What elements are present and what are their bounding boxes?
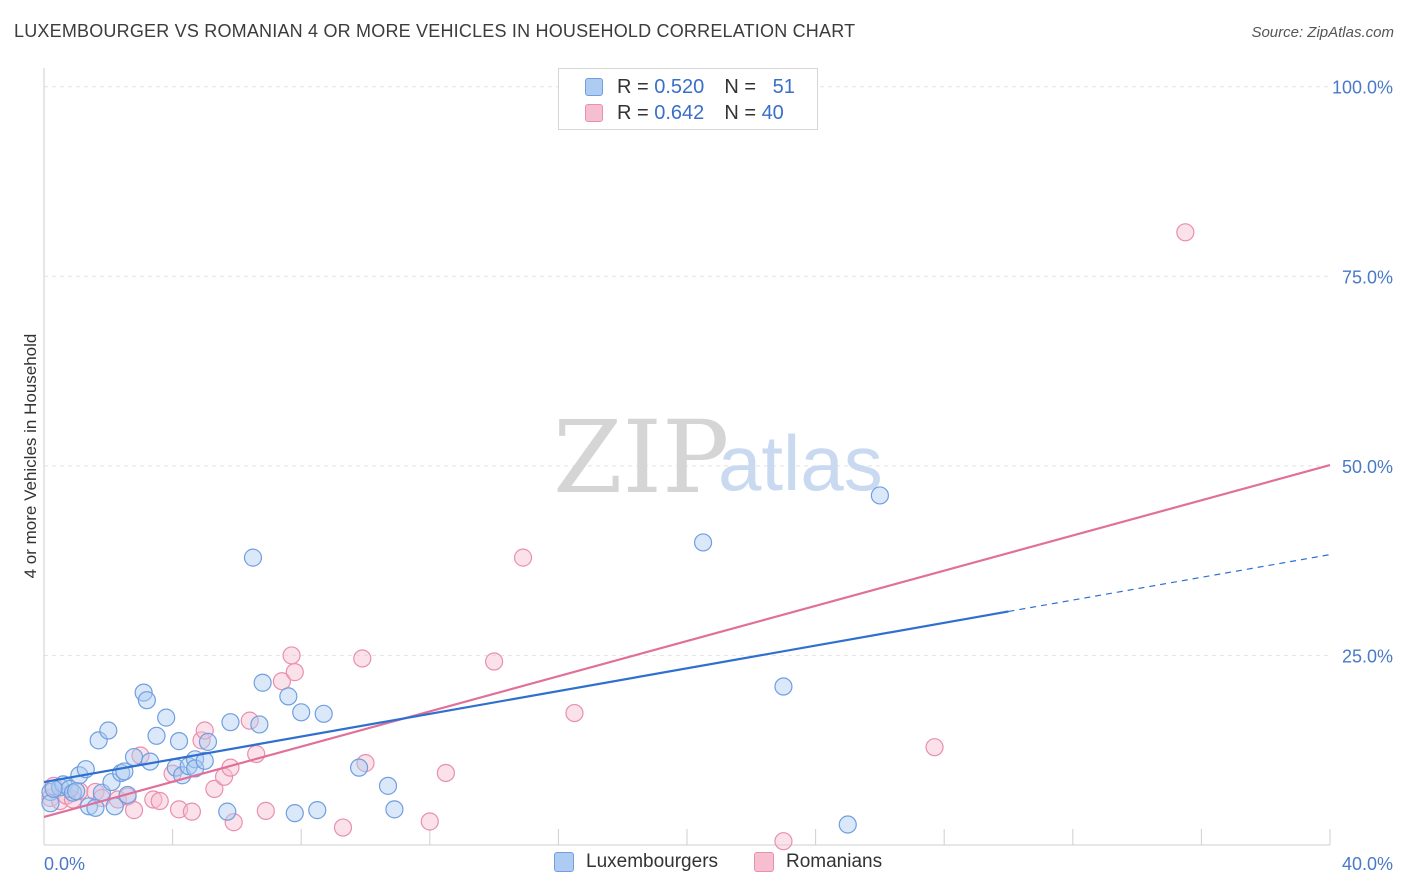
legend-n-value: 40 xyxy=(761,101,784,124)
luxembourgers-trend-extension xyxy=(1008,553,1331,613)
luxembourgers-point xyxy=(250,715,269,734)
romanians-point xyxy=(240,711,259,730)
legend-n-label: N = xyxy=(724,101,756,124)
legend-row-luxembourgers: R = 0.520 N = 51 xyxy=(585,74,795,100)
legend-n-value: 51 xyxy=(772,75,795,98)
trend-lines xyxy=(43,464,1331,819)
romanians-point xyxy=(513,548,533,567)
source-label: Source: ZipAtlas.com xyxy=(1251,24,1394,41)
bottom-legend-swatch-romanians xyxy=(754,852,774,872)
x-tick-label: 0.0% xyxy=(44,854,85,874)
watermark-zip: ZIP xyxy=(553,399,729,516)
legend-swatch-romanians xyxy=(585,104,603,122)
luxembourgers-point xyxy=(89,731,108,750)
legend-r-value: 0.520 xyxy=(654,75,705,98)
y-tick-label: 75.0% xyxy=(1342,267,1393,287)
romanians-point xyxy=(925,738,944,757)
luxembourgers-point xyxy=(349,758,369,777)
romanians-point xyxy=(272,672,292,691)
romanians-point xyxy=(485,652,504,671)
romanians-point xyxy=(150,791,169,811)
luxembourgers-point xyxy=(378,776,398,795)
luxembourgers-point xyxy=(41,794,60,813)
y-tick-label: 100.0% xyxy=(1332,78,1393,98)
romanians-point xyxy=(774,832,793,851)
bottom-legend-label-romanians: Romanians xyxy=(786,851,883,872)
luxembourgers-point xyxy=(198,732,218,751)
romanians-point xyxy=(285,663,304,682)
legend-n-label: N = xyxy=(724,75,756,98)
watermark-atlas: atlas xyxy=(718,419,883,507)
luxembourgers-point xyxy=(308,801,327,820)
bottom-legend-label-luxembourgers: Luxembourgers xyxy=(586,851,719,872)
legend-row-romanians: R = 0.642 N = 40 xyxy=(585,100,784,126)
romanians-point xyxy=(420,812,439,831)
luxembourgers-point xyxy=(195,751,214,770)
luxembourgers-point xyxy=(157,708,176,727)
chart-title: LUXEMBOURGER VS ROMANIAN 4 OR MORE VEHIC… xyxy=(14,21,856,41)
legend-swatch-luxembourgers xyxy=(585,78,603,96)
luxembourgers-point xyxy=(99,721,118,740)
luxembourgers-point xyxy=(870,486,890,505)
legend-r-label: R = xyxy=(617,101,649,124)
luxembourgers-trend-line xyxy=(43,610,1009,784)
romanians-point xyxy=(565,703,584,723)
luxembourgers-point xyxy=(186,759,205,778)
luxembourgers-point xyxy=(385,800,404,819)
watermark: ZIP atlas xyxy=(553,399,883,516)
romanians-point xyxy=(195,721,214,740)
gridlines xyxy=(44,86,1330,656)
romanians-trend-line xyxy=(43,464,1331,819)
luxembourgers-point xyxy=(102,772,121,792)
romanians-point xyxy=(144,790,163,809)
luxembourgers-point xyxy=(147,726,166,745)
romanians-point xyxy=(436,763,455,783)
romanians-point xyxy=(182,802,201,821)
luxembourgers-point xyxy=(243,548,263,567)
romanians-point xyxy=(192,731,211,750)
luxembourgers-point xyxy=(221,713,240,732)
legend-r-value: 0.642 xyxy=(654,101,705,124)
luxembourgers-point xyxy=(285,804,304,823)
luxembourgers-point xyxy=(693,533,713,552)
luxembourgers-point xyxy=(279,687,298,706)
luxembourgers-point xyxy=(115,762,134,781)
romanians-point xyxy=(333,818,353,837)
luxembourgers-point xyxy=(253,673,272,692)
y-axis-title: 4 or more Vehicles in Household xyxy=(21,334,40,579)
luxembourgers-point xyxy=(292,703,311,722)
bottom-legend-swatch-luxembourgers xyxy=(554,852,574,872)
luxembourgers-point xyxy=(218,802,237,821)
romanians-point xyxy=(256,801,275,820)
axes xyxy=(43,68,1331,846)
luxembourgers-point xyxy=(67,782,86,801)
tick-labels: 25.0% 50.0% 75.0% 100.0% 0.0% 40.0% xyxy=(44,78,1393,874)
bottom-legend-luxembourgers: Luxembourgers xyxy=(554,851,718,873)
luxembourgers-point xyxy=(124,747,144,767)
y-tick-label: 25.0% xyxy=(1342,646,1393,666)
luxembourgers-point xyxy=(838,815,857,834)
x-tick-label: 40.0% xyxy=(1342,854,1393,874)
romanians-point xyxy=(282,646,301,665)
y-tick-label: 50.0% xyxy=(1342,457,1393,477)
luxembourgers-point xyxy=(314,704,333,723)
luxembourgers-point xyxy=(44,779,63,798)
romanians-point xyxy=(124,801,144,820)
luxembourgers-point xyxy=(137,691,156,710)
luxembourgers-point xyxy=(169,732,189,751)
romanians-point xyxy=(205,779,224,798)
luxembourgers-point xyxy=(774,677,793,696)
legend-r-label: R = xyxy=(617,75,649,98)
romanians-point xyxy=(353,649,372,668)
romanians-point xyxy=(224,813,243,832)
bottom-legend-romanians: Romanians xyxy=(754,851,882,873)
stats-legend: R = 0.520 N = 51 R = 0.642 N = 40 xyxy=(558,68,818,130)
romanians-point xyxy=(1176,223,1195,242)
romanians-points xyxy=(41,223,1195,851)
